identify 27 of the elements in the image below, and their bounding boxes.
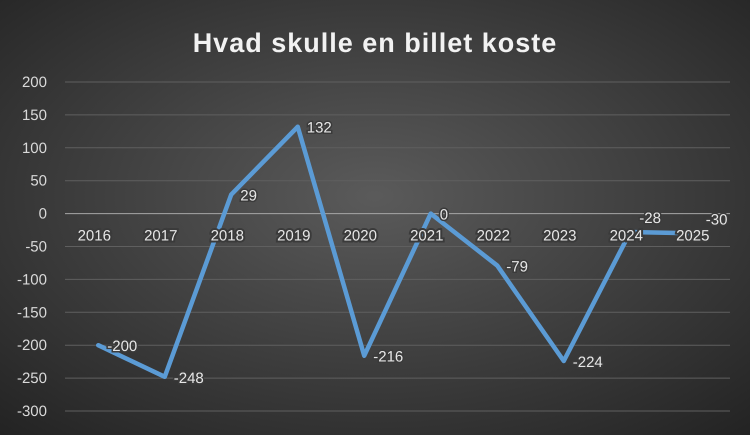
data-label: -216 — [373, 348, 404, 366]
y-tick-label: -200 — [16, 337, 47, 354]
data-label: -224 — [572, 354, 603, 371]
data-label: -248 — [174, 370, 204, 387]
y-tick-label: 150 — [22, 106, 47, 124]
chart-title: Hvad skulle en billet koste — [192, 28, 558, 58]
data-label: 132 — [306, 120, 332, 137]
y-tick-label: -300 — [16, 403, 47, 420]
x-tick-label: 2017 — [144, 228, 178, 245]
y-tick-label: 100 — [22, 140, 47, 157]
x-tick-label: 2020 — [344, 228, 377, 245]
data-label: -28 — [639, 210, 661, 228]
x-tick-label: 2019 — [277, 228, 310, 245]
y-tick-label: -100 — [16, 271, 47, 288]
data-label: 29 — [240, 188, 257, 205]
y-tick-label: 0 — [38, 206, 47, 223]
x-tick-label: 2023 — [543, 228, 576, 245]
x-tick-label: 2016 — [78, 228, 111, 245]
y-tick-label: -50 — [25, 238, 47, 256]
y-tick-label: 200 — [22, 74, 47, 91]
data-label: -30 — [706, 211, 728, 228]
y-tick-label: 50 — [30, 172, 47, 190]
data-label: -79 — [506, 258, 528, 276]
data-label: -200 — [107, 338, 138, 356]
x-tick-label: 2022 — [476, 228, 510, 245]
y-tick-label: -150 — [16, 304, 47, 322]
y-tick-label: -250 — [16, 370, 47, 388]
